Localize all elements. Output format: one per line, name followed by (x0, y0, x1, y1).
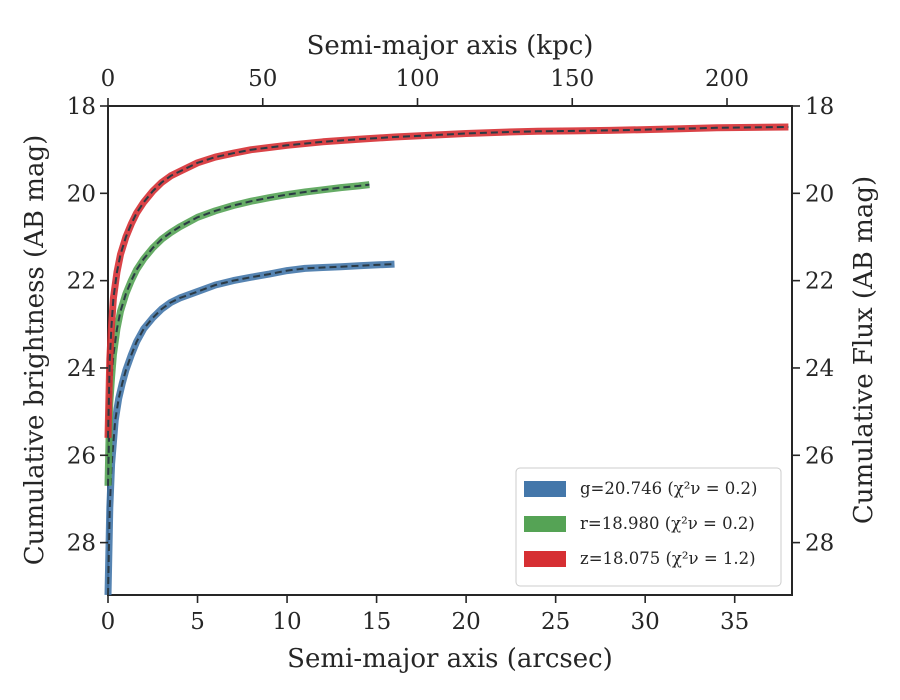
legend-label-1: r=18.980 (χ²ν = 0.2) (580, 514, 755, 533)
right-y-tick-label: 22 (805, 269, 834, 295)
top-x-tick-label: 100 (396, 66, 440, 92)
top-x-tick-label: 200 (705, 66, 749, 92)
right-y-tick-label: 18 (805, 94, 834, 120)
legend-box (515, 467, 782, 587)
series-layer (104, 123, 789, 596)
plot-area (104, 105, 793, 596)
y-tick-label: 20 (67, 181, 96, 207)
x-tick-label: 25 (541, 609, 570, 635)
x-tick-label: 15 (362, 609, 391, 635)
y-tick-label: 18 (67, 94, 96, 120)
legend-swatch-0 (524, 481, 566, 497)
x-tick-label: 0 (101, 609, 116, 635)
top-x-axis-title: Semi-major axis (kpc) (307, 31, 594, 61)
top-x-tick-label: 150 (550, 66, 594, 92)
model-fit-line-1 (107, 183, 370, 486)
bottom-x-axis: 0 5 10 15 20 25 30 35 (101, 595, 749, 635)
y-tick-label: 24 (67, 356, 96, 382)
right-y-tick-label: 28 (805, 531, 834, 557)
y-tick-label: 26 (67, 443, 96, 469)
right-y-tick-label: 20 (805, 181, 834, 207)
legend: g=20.746 (χ²ν = 0.2) r=18.980 (χ²ν = 0.2)… (515, 467, 782, 587)
left-y-axis: 18 20 22 24 26 28 (67, 94, 108, 557)
model-fit-line-2 (107, 126, 789, 438)
y-axis-title: Cumulative brightness (AB mag) (20, 135, 50, 566)
y-tick-label: 22 (67, 269, 96, 295)
x-tick-label: 35 (720, 609, 749, 635)
x-tick-label: 20 (451, 609, 480, 635)
legend-swatch-2 (524, 551, 566, 567)
model-fit-line-0 (107, 263, 395, 596)
legend-label-2: z=18.075 (χ²ν = 1.2) (580, 549, 756, 568)
right-y-tick-label: 24 (805, 356, 834, 382)
right-y-tick-label: 26 (805, 443, 834, 469)
x-tick-label: 5 (190, 609, 205, 635)
x-tick-label: 30 (631, 609, 660, 635)
legend-swatch-1 (524, 516, 566, 532)
x-tick-label: 10 (272, 609, 301, 635)
x-axis-title: Semi-major axis (arcsec) (287, 644, 613, 674)
right-y-axis: 18 20 22 24 26 28 (792, 94, 834, 557)
y-tick-label: 28 (67, 531, 96, 557)
top-x-tick-label: 50 (248, 66, 277, 92)
right-y-axis-title: Cumulative Flux (AB mag) (849, 176, 879, 524)
top-x-axis: 0 50 100 150 200 (101, 66, 749, 106)
legend-label-0: g=20.746 (χ²ν = 0.2) (580, 479, 757, 498)
top-x-tick-label: 0 (101, 66, 116, 92)
